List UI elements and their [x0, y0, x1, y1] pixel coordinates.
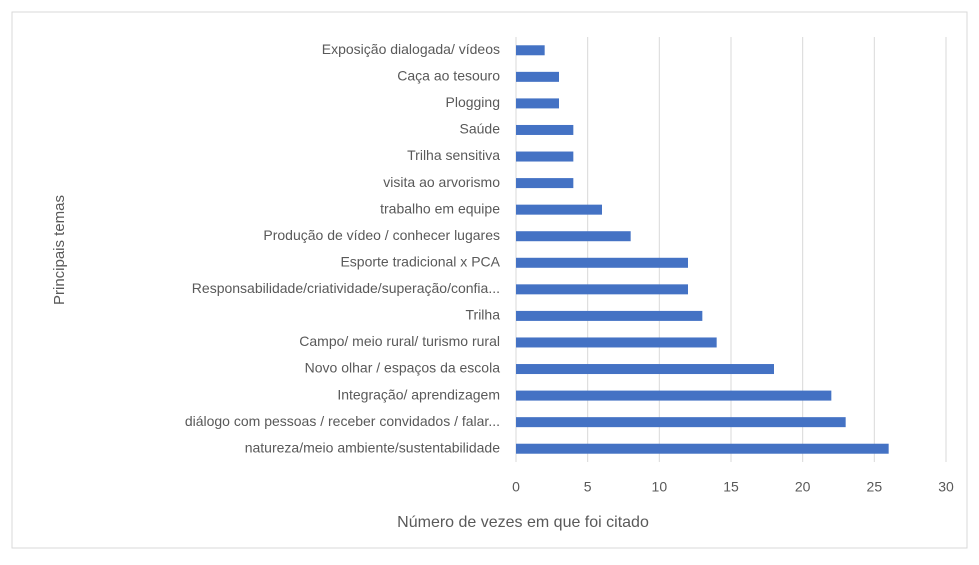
bar	[516, 204, 602, 215]
x-tick-label: 30	[938, 479, 954, 495]
y-tick-label: Saúde	[460, 121, 501, 137]
bar	[516, 98, 559, 109]
y-tick-label: Trilha sensitiva	[407, 147, 500, 163]
bar	[516, 310, 703, 321]
y-tick-label: Caça ao tesouro	[397, 68, 500, 84]
y-tick-label: Campo/ meio rural/ turismo rural	[299, 333, 500, 349]
x-tick-label: 5	[584, 479, 592, 495]
y-tick-label: Trilha	[466, 307, 501, 323]
y-tick-label: Novo olhar / espaços da escola	[305, 360, 501, 376]
bar	[516, 390, 832, 401]
y-tick-label: Responsabilidade/criatividade/superação/…	[192, 280, 500, 296]
y-tick-label: Produção de vídeo / conhecer lugares	[263, 227, 500, 243]
x-tick-label: 10	[652, 479, 668, 495]
bar	[516, 443, 889, 454]
bar	[516, 45, 545, 56]
bar	[516, 124, 574, 135]
y-tick-label: Esporte tradicional x PCA	[340, 253, 500, 269]
y-tick-label: trabalho em equipe	[380, 200, 500, 216]
y-axis-label: Principais temas	[51, 195, 68, 305]
bar	[516, 151, 574, 162]
x-tick-label: 0	[512, 479, 520, 495]
bar	[516, 71, 559, 82]
bar	[516, 231, 631, 242]
x-tick-label: 25	[867, 479, 883, 495]
bar	[516, 337, 717, 348]
x-tick-label: 20	[795, 479, 811, 495]
y-tick-label: diálogo com pessoas / receber convidados…	[185, 413, 500, 429]
bar	[516, 364, 774, 375]
bar	[516, 178, 574, 189]
bar	[516, 417, 846, 428]
bar	[516, 257, 688, 268]
chart-border	[11, 11, 968, 549]
bar	[516, 284, 688, 295]
y-tick-label: visita ao arvorismo	[383, 174, 500, 190]
x-tick-label: 15	[723, 479, 739, 495]
y-tick-label: Exposição dialogada/ vídeos	[322, 41, 500, 57]
x-axis-label: Número de vezes em que foi citado	[397, 514, 649, 531]
y-tick-label: natureza/meio ambiente/sustentabilidade	[245, 439, 500, 455]
y-tick-label: Plogging	[446, 94, 501, 110]
y-tick-label: Integração/ aprendizagem	[337, 386, 500, 402]
